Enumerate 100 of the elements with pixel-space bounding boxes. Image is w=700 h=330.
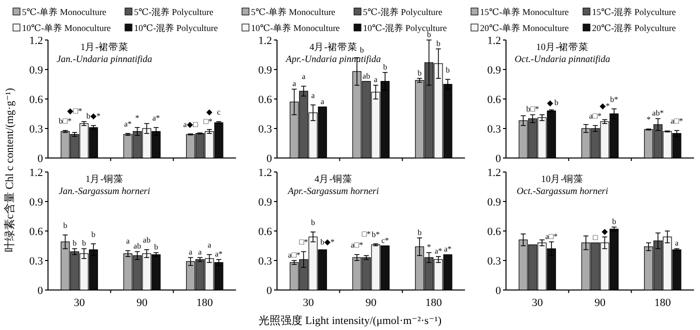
y-tick-label: 0.3 — [258, 124, 272, 136]
text: Jan.-Undaria pinnatifida — [56, 55, 152, 65]
data-label: ◆ — [206, 107, 214, 116]
data-label: ab — [134, 242, 142, 251]
data-label: b* — [610, 94, 618, 104]
data-label: ab — [142, 236, 150, 245]
legend-label: 10℃-单养 Monoculture — [22, 23, 111, 33]
data-label: a* — [152, 114, 160, 123]
chart-title: 4月-裙带菜 — [309, 41, 358, 53]
data-label: b◆* — [86, 112, 101, 121]
data-label: b* — [372, 230, 380, 239]
chart-title: 1月-裙带菜 — [80, 41, 128, 53]
legend-label: 10℃-混养 Polyculture — [134, 23, 218, 33]
data-label: c — [216, 108, 221, 117]
data-label: * — [135, 114, 140, 123]
data-label: b — [426, 30, 431, 39]
legend-label: 15℃-混养 Polyculture — [592, 7, 676, 17]
y-tick-label: 0.9 — [258, 64, 272, 76]
data-label: ◆* — [600, 102, 610, 111]
x-tick-label: 30 — [302, 297, 314, 309]
y-tick-label: 0 — [266, 153, 272, 165]
data-label: b — [82, 238, 86, 248]
legend-label: 15℃-单养 Monoculture — [480, 7, 569, 17]
legend-label: 10℃-混养 Polyculture — [363, 23, 447, 33]
x-tick-label: 90 — [136, 297, 148, 309]
y-tick-label: 0.6 — [487, 226, 502, 238]
chart-title: 4月-铜藻 — [314, 173, 352, 185]
data-label: b — [63, 220, 68, 230]
data-label: a — [311, 90, 316, 100]
x-tick-label: 90 — [366, 297, 377, 309]
data-label: a — [302, 72, 306, 82]
x-tick-label: 180 — [196, 297, 214, 309]
data-label: a — [374, 75, 378, 84]
y-tick-label: 0 — [496, 153, 502, 165]
legend-label: 20℃-混养 Polyculture — [592, 23, 676, 33]
data-label: b□* — [526, 104, 540, 114]
text: Oct.-Sargassum horneri — [516, 187, 608, 197]
data-label: b — [436, 38, 440, 48]
chart-title: 10月-铜藻 — [541, 173, 584, 185]
data-label: b — [418, 68, 422, 78]
data-label: b — [360, 46, 364, 55]
y-tick-label: 0.6 — [29, 94, 44, 106]
x-tick-label: 180 — [425, 297, 442, 309]
data-label: a — [292, 79, 296, 88]
data-label: a — [126, 236, 130, 246]
data-label: b — [446, 65, 450, 74]
data-label: a□* — [288, 250, 300, 260]
data-label: □* — [299, 238, 308, 247]
data-label: ◆□* — [67, 106, 82, 116]
y-tick-label: 0.6 — [487, 94, 502, 106]
data-label: □ — [592, 232, 598, 242]
data-label: ◆ — [546, 98, 554, 108]
text: Jan.-Sargassum horneri — [58, 187, 150, 197]
data-label: b — [418, 228, 422, 237]
legend-label: 5℃-单养 Monoculture — [22, 7, 106, 17]
data-label: a□* — [545, 232, 558, 241]
data-label: a◆□ — [183, 120, 198, 129]
y-tick-label: 1.2 — [258, 167, 272, 179]
data-label: a□* — [670, 116, 683, 126]
data-label: a — [208, 240, 212, 250]
data-label: b — [383, 62, 388, 72]
data-label: a* — [434, 246, 442, 256]
data-label: □* — [362, 230, 371, 239]
y-tick-label: 1.2 — [29, 167, 43, 179]
data-label: a — [198, 248, 202, 257]
data-label: b — [72, 238, 77, 248]
data-label: a* — [124, 119, 132, 128]
data-label: ◆ — [602, 226, 609, 236]
y-tick-label: 0.6 — [29, 226, 44, 238]
text: Apr.-Sargassum horneri — [286, 187, 380, 197]
y-tick-label: 0.9 — [487, 64, 502, 76]
y-tick-label: 1.2 — [487, 167, 501, 179]
data-label: b — [311, 218, 316, 227]
data-label: a — [188, 248, 193, 257]
data-label: a* — [444, 244, 452, 254]
y-tick-label: 0.6 — [258, 94, 272, 106]
x-tick-label: 90 — [594, 297, 606, 309]
y-tick-label: 1.2 — [29, 35, 43, 47]
text: Oct.-Undaria pinnatifida — [514, 55, 610, 65]
y-tick-label: 1.2 — [487, 35, 501, 47]
data-label: b — [612, 217, 616, 226]
y-tick-label: 0.3 — [29, 256, 44, 268]
legend-label: 5℃-混养 Polyculture — [363, 7, 442, 17]
legend-label: 5℃-混养 Polyculture — [134, 7, 214, 17]
data-label: a* — [214, 250, 223, 259]
y-tick-label: 0 — [266, 285, 272, 297]
chart-title: 10月-裙带菜 — [536, 41, 589, 53]
y-tick-label: 0.9 — [487, 196, 502, 208]
legend-label: 10℃-单养 Monoculture — [251, 23, 340, 33]
data-label: a — [674, 238, 679, 248]
y-tick-label: 0 — [38, 285, 44, 297]
y-axis-title: 叶绿素c含量 Chl c content/(mg·g⁻¹) — [3, 88, 16, 252]
y-tick-label: 0.9 — [29, 196, 44, 208]
data-label: ab* — [652, 108, 664, 118]
data-label: a — [320, 96, 325, 106]
data-label: a□* — [589, 112, 602, 121]
data-label: a□* — [350, 240, 364, 250]
x-axis-title: 光照强度 Light intensity/(μmol·m⁻²·s⁻¹) — [258, 314, 442, 327]
legend-label: 5℃-单养 Monoculture — [251, 7, 336, 17]
y-tick-label: 0.6 — [258, 226, 272, 238]
